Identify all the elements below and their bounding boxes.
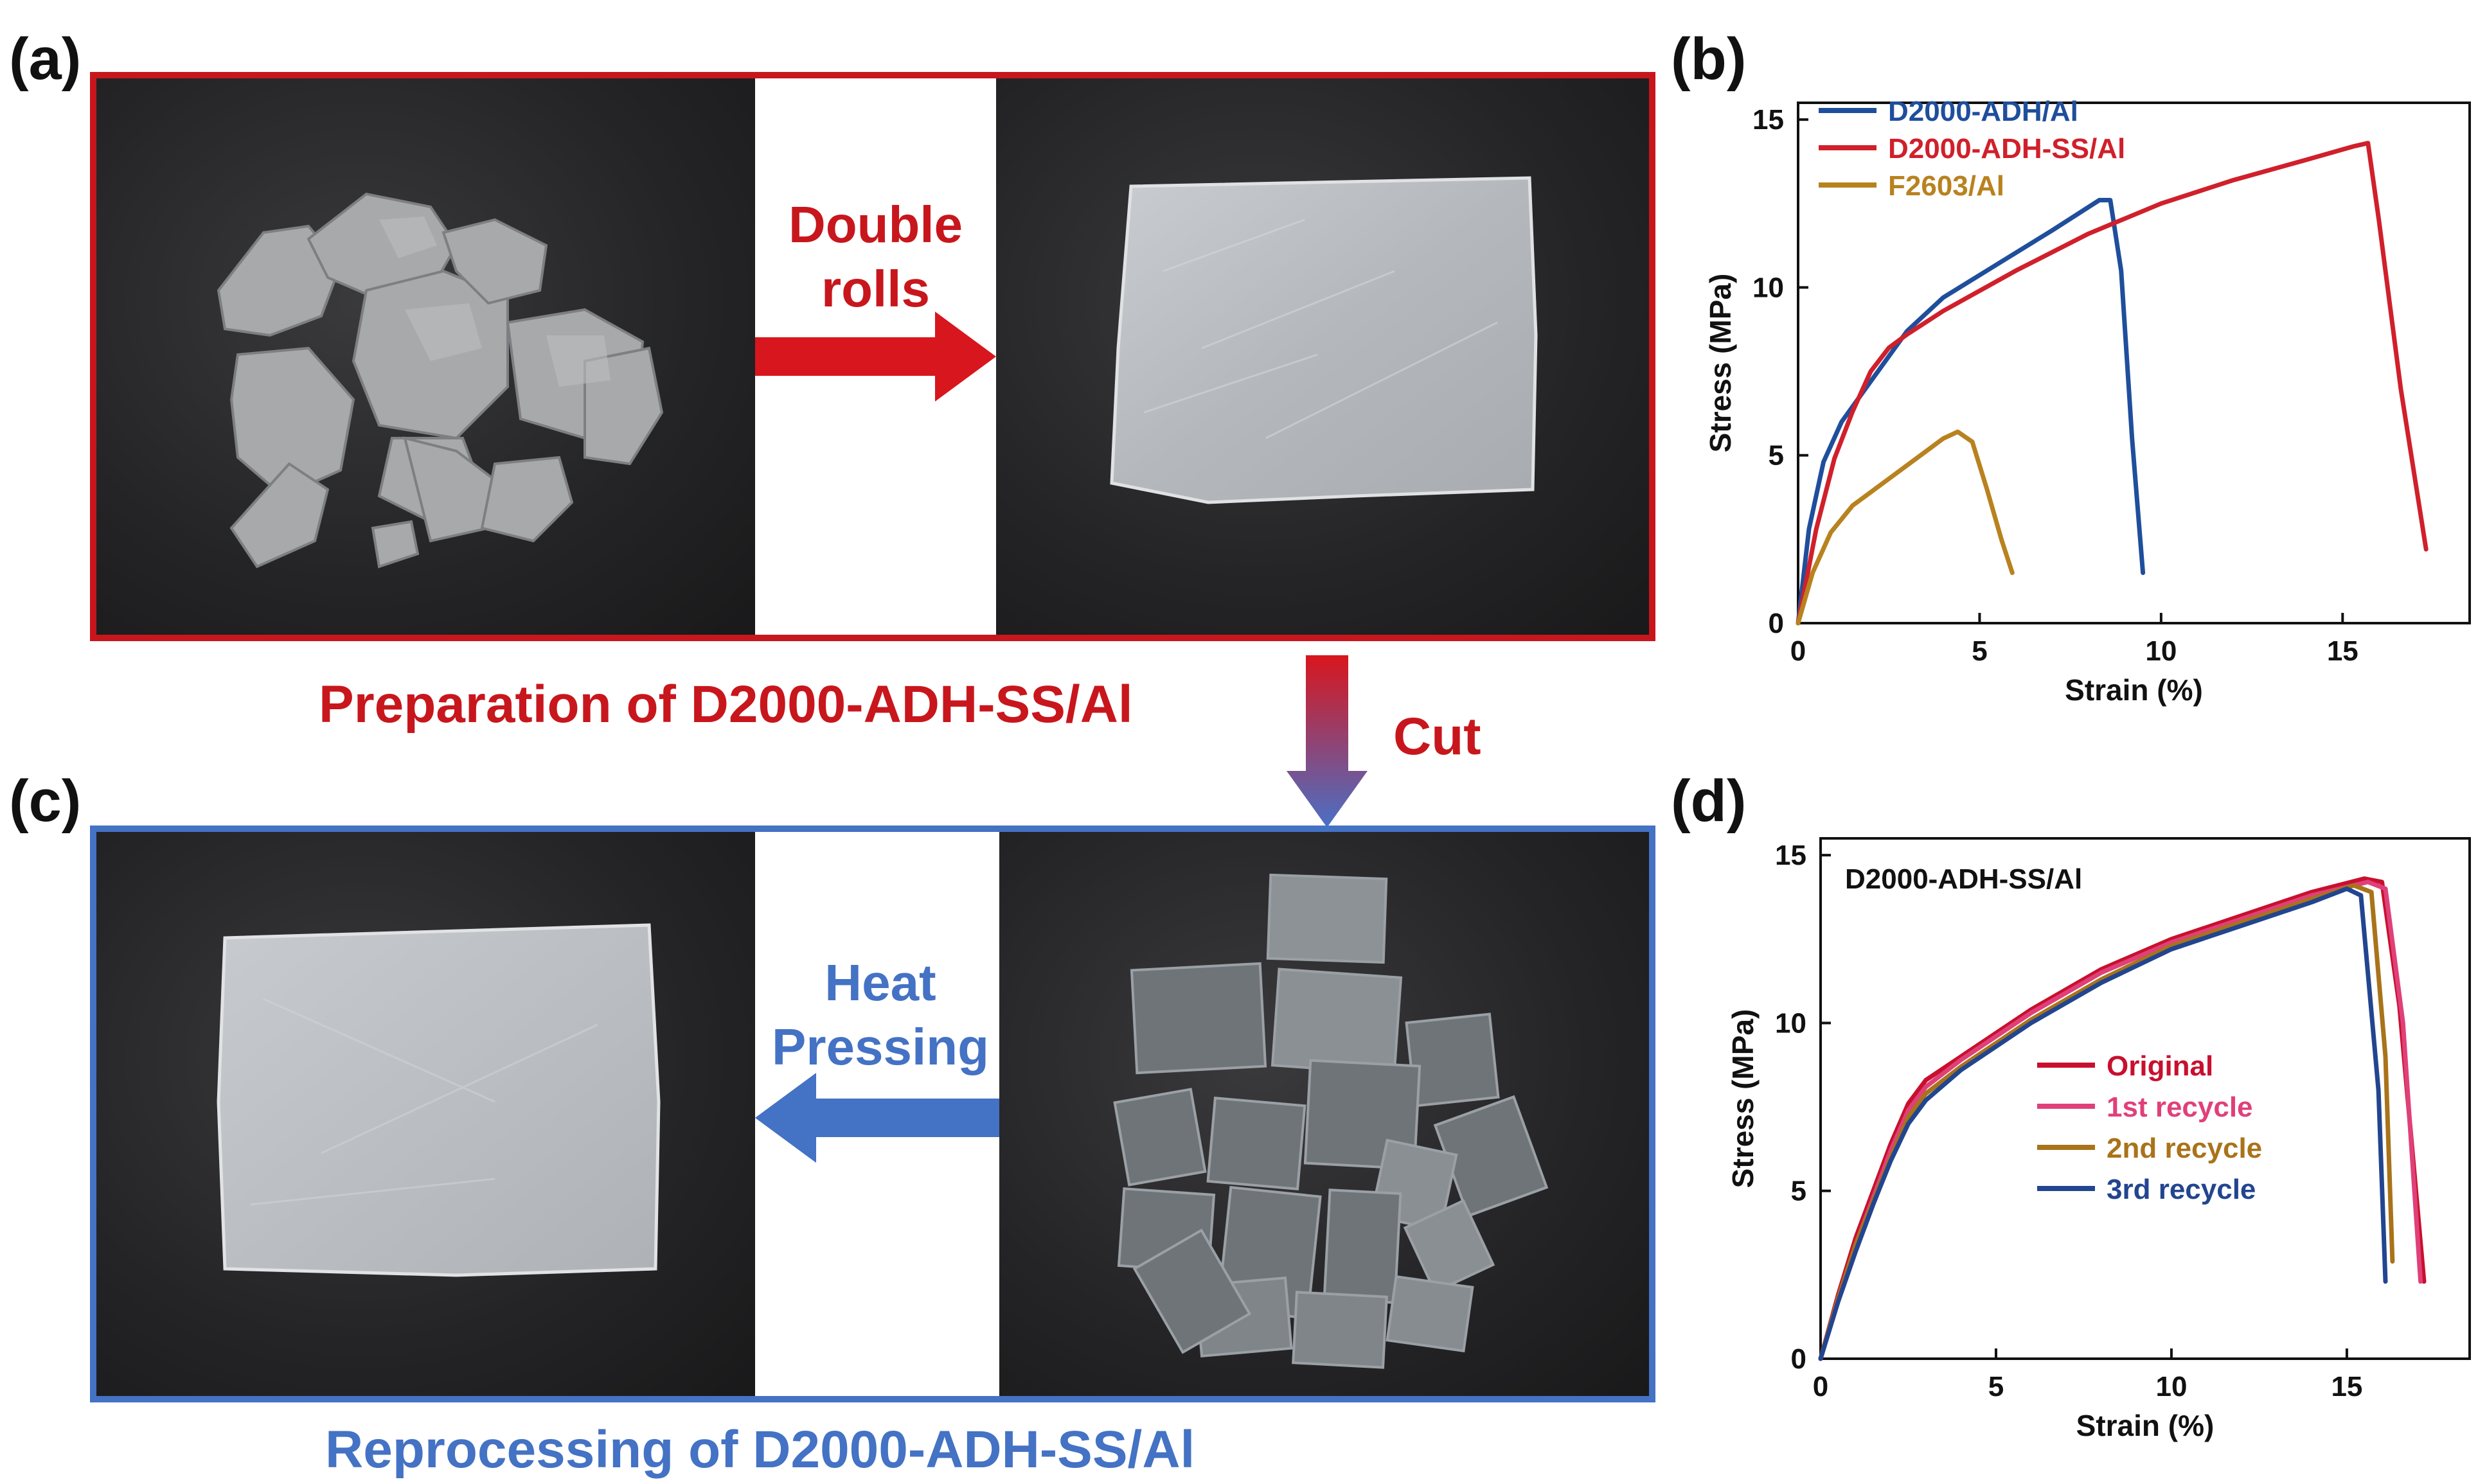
x-tick-label: 15 [2327, 635, 2358, 667]
y-tick-label: 10 [1752, 272, 1784, 303]
series-line-f2603-al [1796, 429, 2015, 626]
arrow-down-cut-icon [1287, 655, 1368, 827]
series-line-d2000-adh-al [1796, 198, 2146, 626]
legend-label-d2000-adh-ss-al: D2000-ADH-SS/Al [1888, 133, 2125, 164]
series-line-3rd-recycle [1818, 886, 2388, 1361]
panel-label-d: (d) [1671, 768, 1747, 834]
caption-preparation: Preparation of D2000-ADH-SS/Al [319, 675, 1133, 734]
x-tick-label: 5 [1972, 635, 1987, 667]
step-heat-pressing-line2: Pressing [772, 1018, 989, 1075]
plot-frame [1819, 837, 2471, 1360]
y-tick-label: 10 [1775, 1007, 1806, 1039]
y-tick-label: 0 [1769, 608, 1784, 639]
legend-label-original: Original [2107, 1050, 2213, 1082]
legend-label-f2603-al: F2603/Al [1888, 170, 2004, 202]
y-axis-label: Stress (MPa) [1704, 274, 1737, 453]
chart-d: 0 5 10 15 0 5 10 15 Strain (%) Stress (MPa) D2000-… [1726, 837, 2471, 1442]
x-tick-label: 0 [1790, 635, 1806, 667]
chart-b: 0 5 10 15 0 5 10 15 Strain (%) Stress (MPa) D2000-… [1704, 96, 2471, 707]
photo-crumbled-pieces [96, 78, 755, 635]
y-tick-label: 0 [1791, 1343, 1806, 1375]
photo-pressed-sheet [996, 78, 1649, 635]
chart-title: D2000-ADH-SS/Al [1845, 863, 2082, 895]
arrow-left-blue-icon [755, 1073, 999, 1163]
x-tick-label: 15 [2331, 1371, 2362, 1402]
series-line-d2000-adh-ss-al [1796, 141, 2429, 626]
y-tick-label: 15 [1775, 840, 1806, 871]
step-heat-pressing-line1: Heat [825, 954, 936, 1011]
legend-label-d2000-adh-al: D2000-ADH/Al [1888, 96, 2078, 127]
y-tick-label: 5 [1791, 1176, 1806, 1207]
arrow-right-red-icon [755, 312, 996, 402]
y-axis-label: Stress (MPa) [1726, 1009, 1760, 1188]
panel-label-b: (b) [1671, 26, 1747, 92]
x-axis-label: Strain (%) [2076, 1409, 2215, 1442]
series-line-original [1818, 876, 2427, 1361]
photo-cut-pieces [999, 832, 1649, 1396]
x-tick-label: 10 [2155, 1371, 2187, 1402]
step-cut: Cut [1393, 707, 1481, 766]
panel-label-c: (c) [9, 768, 82, 834]
panel-label-a: (a) [9, 26, 82, 92]
legend-label-2nd-recycle: 2nd recycle [2107, 1133, 2262, 1164]
photo-reprocessed-sheet [96, 832, 755, 1396]
x-tick-label: 10 [2145, 635, 2177, 667]
legend-label-1st-recycle: 1st recycle [2107, 1091, 2253, 1123]
step-double-rolls: Double rolls [755, 193, 996, 321]
x-tick-label: 5 [1988, 1371, 2004, 1402]
step-heat-pressing: Heat Pressing [755, 951, 1006, 1079]
caption-reprocessing: Reprocessing of D2000-ADH-SS/Al [325, 1420, 1195, 1479]
step-double-rolls-line2: rolls [821, 260, 930, 317]
x-axis-label: Strain (%) [2065, 673, 2203, 707]
plot-frame [1797, 102, 2471, 624]
y-tick-label: 15 [1752, 104, 1784, 136]
step-double-rolls-line1: Double [788, 196, 963, 253]
y-tick-label: 5 [1769, 440, 1784, 472]
legend-label-3rd-recycle: 3rd recycle [2107, 1174, 2256, 1205]
x-tick-label: 0 [1813, 1371, 1828, 1402]
